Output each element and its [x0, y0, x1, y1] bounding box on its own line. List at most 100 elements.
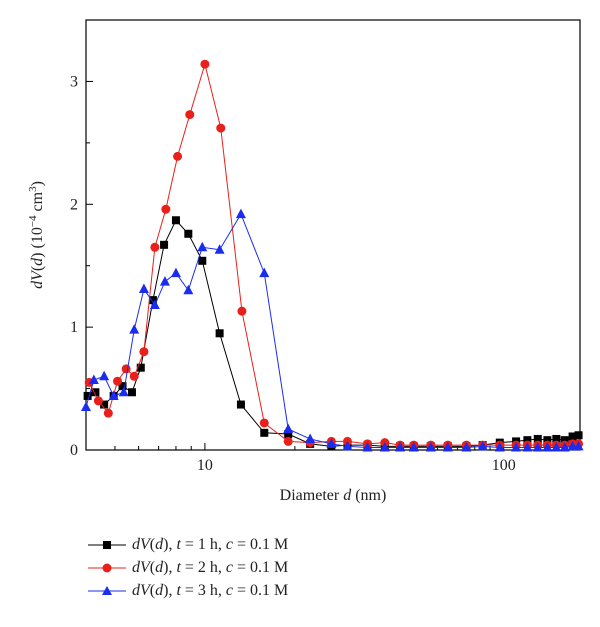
- data-point: [183, 284, 194, 295]
- data-point: [159, 276, 170, 286]
- data-point: [533, 434, 542, 443]
- data-point: [522, 442, 533, 452]
- data-point: [259, 267, 270, 278]
- data-point: [326, 438, 337, 448]
- data-point: [161, 204, 171, 214]
- plot-frame: [85, 19, 581, 451]
- data-point: [171, 216, 180, 225]
- data-point: [523, 436, 532, 445]
- axis-ticks: 0 1 2 3 10 100: [70, 73, 516, 474]
- series-line: [85, 212, 579, 449]
- data-point: [395, 442, 406, 452]
- series-line: [87, 219, 579, 447]
- data-point: [198, 256, 207, 265]
- data-point: [283, 423, 294, 434]
- data-point: [150, 242, 160, 252]
- series-line: [88, 62, 579, 446]
- data-point: [200, 59, 210, 69]
- data-point: [408, 442, 419, 452]
- chart: 0 1 2 3 10 100 Diameter d (nm) dV(d) (10−4 cm…: [27, 19, 584, 504]
- data-point: [560, 436, 569, 445]
- data-point: [160, 240, 169, 249]
- data-point: [362, 442, 373, 452]
- data-point: [543, 436, 552, 445]
- data-point: [118, 382, 127, 391]
- data-point: [305, 433, 316, 443]
- data-point: [127, 388, 136, 397]
- data-point: [139, 347, 149, 357]
- data-point: [552, 434, 561, 443]
- data-point: [494, 442, 505, 452]
- data-point: [477, 440, 488, 451]
- data-point: [425, 442, 436, 452]
- legend-item-1h: dV(d), t = 1 h, c = 0.1 M: [88, 534, 468, 556]
- data-point: [118, 386, 129, 397]
- data-point: [108, 390, 119, 400]
- data-point: [532, 442, 543, 452]
- data-point: [235, 208, 246, 219]
- data-point: [93, 396, 103, 406]
- legend-item-3h: dV(d), t = 3 h, c = 0.1 M: [88, 580, 468, 602]
- data-point: [129, 324, 140, 334]
- series-2: [84, 59, 584, 450]
- y-tick-label: 1: [70, 319, 78, 336]
- data-point: [129, 371, 139, 381]
- data-point: [103, 408, 113, 418]
- legend-item-2h: dV(d), t = 2 h, c = 0.1 M: [88, 557, 468, 579]
- y-tick-label: 3: [70, 73, 78, 90]
- data-point: [121, 364, 131, 374]
- legend-label-1h: dV(d), t = 1 h, c = 0.1 M: [132, 536, 289, 553]
- data-point: [237, 306, 247, 316]
- data-point: [442, 442, 453, 452]
- data-point: [461, 442, 472, 452]
- x-tick-label: 100: [492, 457, 516, 474]
- data-point: [83, 391, 92, 400]
- data-point: [568, 432, 577, 441]
- x-axis-title: Diameter d (nm): [280, 487, 387, 504]
- legend-marker-circle-icon: [88, 563, 126, 573]
- data-point: [511, 442, 522, 452]
- data-point: [197, 241, 208, 252]
- data-point: [138, 283, 149, 294]
- data-point: [216, 123, 226, 133]
- data-point: [214, 244, 225, 254]
- data-point: [185, 110, 195, 120]
- data-point: [173, 151, 183, 161]
- data-point: [81, 401, 91, 411]
- series-3: [81, 208, 584, 452]
- data-point: [113, 376, 123, 386]
- data-point: [573, 440, 584, 451]
- data-point: [184, 229, 193, 238]
- data-point: [236, 400, 245, 409]
- data-point: [170, 267, 181, 278]
- legend-label-3h: dV(d), t = 3 h, c = 0.1 M: [132, 582, 289, 599]
- data-point: [148, 296, 157, 305]
- data-point: [551, 442, 562, 452]
- series-layer: [81, 59, 584, 452]
- legend-marker-square-icon: [88, 541, 126, 549]
- data-point: [215, 329, 224, 338]
- x-tick-label: 10: [197, 457, 213, 474]
- data-point: [574, 431, 583, 440]
- data-point: [88, 374, 99, 384]
- data-point: [91, 388, 100, 397]
- y-axis-title: dV(d) (10−4 cm3): [27, 181, 46, 289]
- data-point: [260, 428, 269, 437]
- data-point: [99, 370, 110, 381]
- data-point: [559, 442, 570, 452]
- data-point: [284, 430, 293, 439]
- data-point: [379, 442, 390, 452]
- series-1: [83, 216, 583, 451]
- data-point: [136, 363, 145, 372]
- y-tick-label: 0: [70, 442, 78, 459]
- legend: dV(d), t = 1 h, c = 0.1 M dV(d), t = 2 h…: [88, 534, 468, 603]
- data-point: [542, 442, 553, 452]
- data-point: [342, 440, 353, 451]
- data-point: [259, 418, 269, 428]
- legend-marker-triangle-icon: [88, 586, 126, 595]
- legend-label-2h: dV(d), t = 2 h, c = 0.1 M: [132, 559, 289, 576]
- y-tick-label: 2: [70, 196, 78, 213]
- data-point: [149, 299, 160, 310]
- data-point: [283, 436, 293, 446]
- data-point: [100, 400, 109, 409]
